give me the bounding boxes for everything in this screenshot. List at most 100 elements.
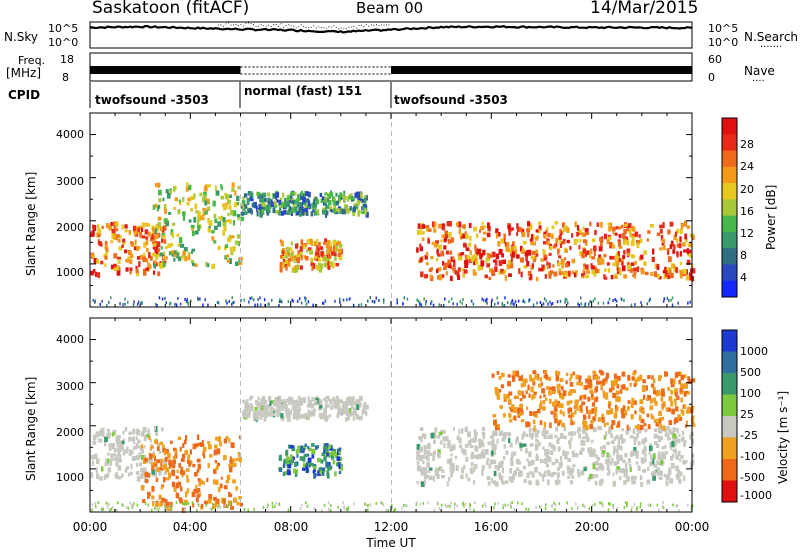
heat-cell [133,300,135,304]
heat-cell [394,507,397,511]
heat-cell [154,471,158,478]
heat-cell [620,224,624,229]
heat-cell [308,411,313,417]
heat-cell [189,449,192,455]
heat-cell [201,439,204,446]
heat-cell [529,378,533,382]
heat-cell [672,264,676,269]
heat-cell [679,236,682,243]
heat-cell [117,238,121,243]
heat-cell [281,254,285,260]
heat-cell [497,501,499,505]
heat-cell [478,453,482,459]
heat-cell [188,219,192,223]
heat-cell [167,243,172,248]
heat-cell [129,269,132,275]
velocity-ytick-2000: 2000 [56,426,84,439]
heat-cell [152,236,157,241]
heat-cell [367,299,369,303]
heat-cell [177,209,181,215]
heat-cell [485,299,487,302]
heat-cell [333,399,337,404]
heat-cell [624,236,628,240]
heat-cell [273,408,277,413]
heat-cell [173,257,176,262]
heat-cell [678,243,682,249]
heat-cell [523,265,526,269]
heat-cell [171,232,174,239]
heat-cell [660,388,665,395]
heat-cell [564,454,567,460]
heat-cell [429,274,433,279]
heat-cell [212,200,216,207]
heat-cell [172,459,176,464]
heat-cell [626,478,630,483]
heat-cell [182,470,186,476]
heat-cell [136,271,140,277]
heat-cell [568,440,572,445]
heat-cell [444,436,449,442]
heat-cell [561,470,565,476]
heat-cell [645,397,649,401]
heat-cell [600,222,603,228]
heat-cell [356,200,360,206]
heat-cell [367,508,369,512]
heat-cell [458,228,461,234]
heat-cell [144,229,149,235]
heat-cell [243,507,246,511]
heat-cell [212,504,216,510]
heat-cell [523,381,527,387]
heat-cell [154,507,156,511]
heat-cell [350,403,354,409]
heat-cell [302,193,306,198]
heat-cell [187,302,189,306]
heat-cell [157,248,161,253]
heat-cell [97,501,100,505]
heat-cell [261,413,265,418]
heat-cell [521,374,524,380]
heat-cell [137,300,140,304]
heat-cell [187,501,190,505]
heat-cell [154,260,157,264]
heat-cell [426,444,431,450]
heat-cell [591,256,596,260]
heat-cell [662,454,666,460]
heat-cell [492,414,497,418]
heat-cell [347,506,349,509]
heat-cell [661,416,664,421]
heat-cell [144,502,147,506]
heat-cell [654,400,658,406]
heat-cell [648,445,653,452]
heat-cell [194,471,198,477]
heat-cell [530,432,535,438]
heat-cell [479,253,483,260]
heat-cell [528,298,531,302]
heat-cell [473,253,478,259]
heat-cell [361,199,365,203]
heat-cell [677,450,681,457]
heat-cell [660,397,664,402]
heat-cell [519,406,523,412]
heat-cell [522,443,527,447]
heat-cell [229,463,234,468]
heat-cell [237,214,240,221]
heat-cell [467,431,471,438]
heat-cell [286,201,291,208]
heat-cell [528,480,532,485]
heat-cell [508,431,511,437]
heat-cell [661,505,664,509]
heat-cell [215,436,219,441]
heat-cell [325,242,330,248]
heat-cell [343,507,346,510]
heat-cell [243,204,248,209]
heat-cell [218,216,222,220]
heat-cell [112,453,117,457]
heat-cell [530,264,534,271]
heat-cell [287,413,291,417]
heat-cell [151,462,155,466]
heat-cell [163,251,166,255]
heat-cell [142,445,146,449]
heat-cell [664,451,669,455]
heat-cell [560,258,564,265]
heat-cell [498,270,501,275]
